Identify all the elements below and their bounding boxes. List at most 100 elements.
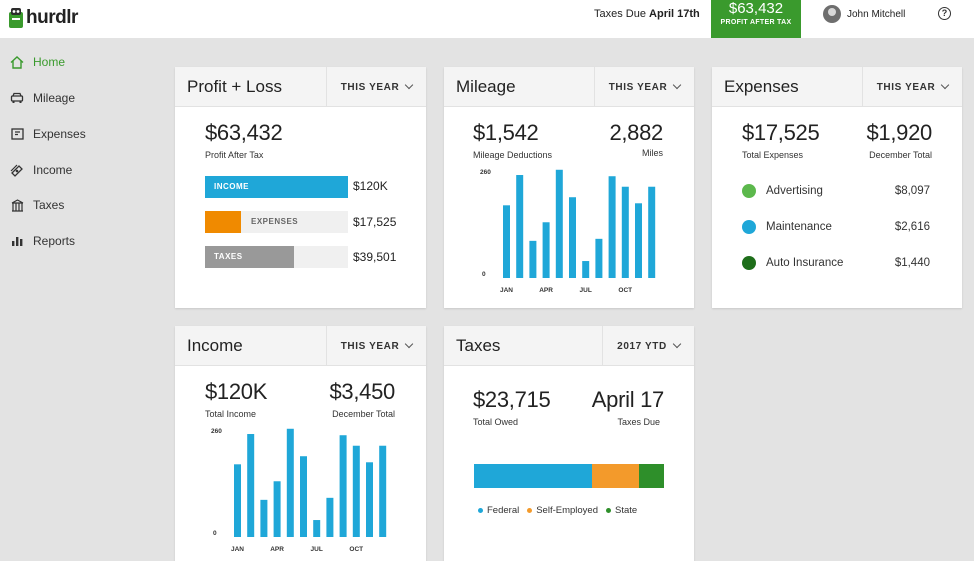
sidebar-item-label: Expenses — [33, 127, 86, 141]
card-title: Expenses — [724, 77, 799, 96]
sidebar-item-label: Reports — [33, 234, 76, 248]
y-tick-label: 260 — [480, 169, 491, 176]
user-name: John Mitchell — [847, 8, 906, 20]
category-dot-icon — [742, 220, 756, 234]
x-tick-label: JAN — [500, 287, 513, 294]
period-label: THIS YEAR — [876, 81, 936, 93]
mileage-card: Mileage THIS YEAR $1,542 Mileage Deducti… — [444, 67, 694, 308]
bar — [379, 445, 387, 537]
period-dropdown[interactable]: THIS YEAR — [594, 67, 694, 107]
home-icon — [9, 55, 25, 69]
bar — [529, 240, 537, 278]
bar — [247, 434, 255, 537]
profit-after-tax-badge[interactable]: $63,432 PROFIT AFTER TAX — [711, 0, 801, 38]
bar — [313, 520, 321, 537]
total-owed-amount: $23,715 — [473, 387, 551, 412]
taxes-bar-label: TAXES — [214, 252, 243, 261]
chevron-down-icon — [672, 339, 682, 349]
legend-dot-icon — [527, 508, 533, 513]
period-dropdown[interactable]: THIS YEAR — [326, 326, 426, 366]
legend-dot-icon — [478, 508, 483, 513]
expense-name: Maintenance — [766, 221, 832, 233]
user-menu[interactable]: John Mitchell — [823, 5, 905, 23]
expenses-bar: EXPENSES — [205, 211, 348, 233]
chevron-down-icon — [405, 80, 414, 90]
bar-chart-icon — [9, 234, 25, 248]
avatar — [823, 5, 841, 23]
top-bar: hurdlr Taxes Due April 17th $63,432 PROF… — [0, 0, 974, 38]
taxes-due-indicator: Taxes Due April 17th — [594, 8, 700, 20]
chevron-down-icon — [673, 80, 682, 90]
category-dot-icon — [742, 184, 756, 198]
miles-label: Miles — [641, 148, 663, 158]
income-bar-value: $120K — [353, 179, 388, 193]
total-income-label: Total Income — [205, 409, 257, 419]
expenses-card: Expenses THIS YEAR $17,525 Total Expense… — [712, 67, 962, 308]
x-tick-label: OCT — [349, 546, 363, 553]
bar — [234, 464, 241, 537]
receipt-icon — [9, 127, 25, 141]
total-expenses-amount: $17,525 — [742, 120, 820, 145]
sidebar-item-expenses[interactable]: Expenses — [9, 127, 86, 141]
sidebar-item-taxes[interactable]: Taxes — [9, 198, 64, 212]
sidebar-item-reports[interactable]: Reports — [9, 234, 75, 248]
sidebar-item-label: Income — [33, 163, 73, 177]
card-header: Profit + Loss THIS YEAR — [175, 67, 426, 107]
bar — [582, 261, 590, 278]
taxes-due-label: Taxes Due — [594, 8, 646, 20]
legend-item-state: State — [606, 505, 637, 516]
bar — [635, 203, 642, 278]
federal-segment — [474, 464, 592, 488]
expenses-bar-fill — [205, 211, 241, 233]
period-dropdown[interactable]: THIS YEAR — [326, 67, 426, 107]
taxes-due-label: Taxes Due — [617, 417, 660, 427]
sidebar-item-label: Mileage — [33, 91, 76, 105]
x-tick-label: JUL — [311, 546, 323, 553]
taxes-due-date: April 17th — [649, 8, 700, 20]
logo[interactable]: hurdlr — [8, 7, 78, 29]
period-dropdown[interactable]: 2017 YTD — [602, 326, 694, 366]
bar — [595, 238, 603, 278]
sidebar-item-home[interactable]: Home — [9, 55, 65, 69]
mileage-deductions-label: Mileage Deductions — [473, 150, 553, 160]
profit-amount-label: Profit After Tax — [205, 150, 264, 160]
self-employed-segment — [591, 464, 640, 488]
money-icon — [9, 163, 25, 177]
bar — [516, 175, 524, 278]
building-icon — [9, 198, 25, 212]
taxes-bar-value: $39,501 — [353, 250, 397, 264]
tax-breakdown-bar — [474, 464, 664, 488]
logo-text: hurdlr — [26, 7, 78, 28]
income-bar-fill — [205, 176, 348, 198]
sidebar-item-mileage[interactable]: Mileage — [9, 91, 75, 105]
period-label: THIS YEAR — [340, 81, 400, 93]
card-title: Mileage — [456, 77, 516, 96]
expense-value: $1,440 — [894, 257, 930, 269]
period-dropdown[interactable]: THIS YEAR — [862, 67, 962, 107]
period-label: 2017 YTD — [617, 340, 667, 352]
legend-label: State — [615, 505, 638, 516]
bar — [366, 462, 373, 537]
state-segment — [639, 464, 664, 488]
card-header: Mileage THIS YEAR — [444, 67, 694, 107]
chevron-down-icon — [405, 339, 414, 349]
income-bar: INCOME — [205, 176, 348, 198]
x-tick-label: JAN — [231, 546, 244, 553]
sidebar-item-income[interactable]: Income — [9, 163, 72, 177]
help-icon[interactable]: ? — [938, 7, 951, 20]
profit-after-tax-label: PROFIT AFTER TAX — [720, 19, 792, 26]
legend-label: Federal — [487, 505, 520, 516]
tax-legend: Federal Self-Employed State — [478, 505, 645, 516]
expense-value: $8,097 — [894, 185, 930, 197]
y-tick-label: 0 — [213, 530, 217, 537]
expense-value: $2,616 — [894, 221, 930, 233]
december-income-amount: $3,450 — [329, 379, 396, 404]
total-income-amount: $120K — [205, 379, 268, 404]
legend-label: Self-Employed — [536, 505, 598, 516]
expense-name: Auto Insurance — [766, 257, 844, 269]
mileage-deductions-amount: $1,542 — [473, 120, 539, 145]
bar — [621, 186, 629, 278]
miles-amount: 2,882 — [609, 120, 663, 145]
bar — [300, 456, 307, 537]
taxes-bar: TAXES — [205, 246, 348, 268]
